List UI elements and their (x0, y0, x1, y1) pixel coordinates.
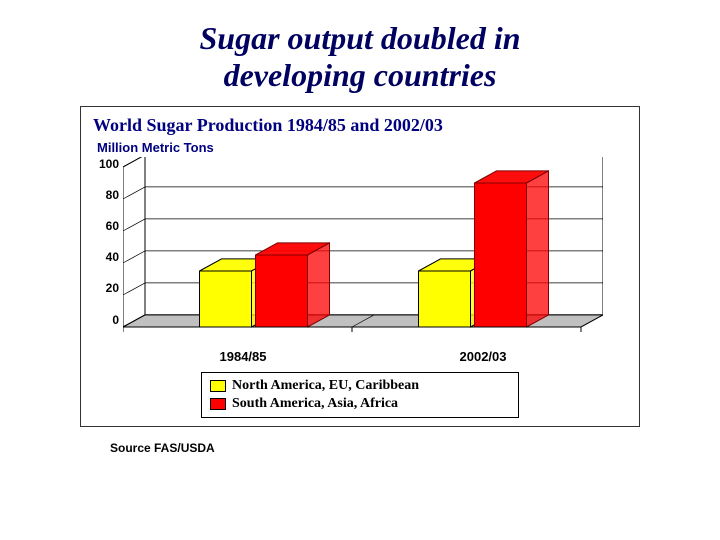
legend-swatch (210, 398, 226, 410)
legend: North America, EU, CaribbeanSouth Americ… (201, 372, 519, 418)
slide-title-line2: developing countries (224, 57, 497, 93)
legend-swatch (210, 380, 226, 392)
x-tick: 1984/85 (220, 349, 267, 364)
y-axis-label: Million Metric Tons (97, 140, 629, 155)
slide-title: Sugar output doubled in developing count… (40, 20, 680, 94)
y-tick: 0 (112, 313, 119, 327)
y-tick: 60 (106, 219, 119, 233)
slide-title-line1: Sugar output doubled in (200, 20, 521, 56)
x-tick: 2002/03 (460, 349, 507, 364)
y-tick: 100 (99, 157, 119, 171)
chart-container: World Sugar Production 1984/85 and 2002/… (80, 106, 640, 427)
y-tick: 80 (106, 188, 119, 202)
legend-item: South America, Asia, Africa (210, 395, 510, 413)
plot-row: 100 80 60 40 20 0 (91, 157, 629, 347)
source-text: Source FAS/USDA (110, 441, 680, 455)
legend-label: South America, Asia, Africa (232, 395, 398, 413)
legend-label: North America, EU, Caribbean (232, 377, 419, 395)
y-axis-ticks: 100 80 60 40 20 0 (91, 157, 123, 327)
x-axis-ticks: 1984/85 2002/03 (123, 349, 603, 364)
y-tick: 20 (106, 281, 119, 295)
chart-title: World Sugar Production 1984/85 and 2002/… (93, 115, 629, 136)
bar-chart-3d (123, 157, 603, 347)
legend-item: North America, EU, Caribbean (210, 377, 510, 395)
y-tick: 40 (106, 250, 119, 264)
